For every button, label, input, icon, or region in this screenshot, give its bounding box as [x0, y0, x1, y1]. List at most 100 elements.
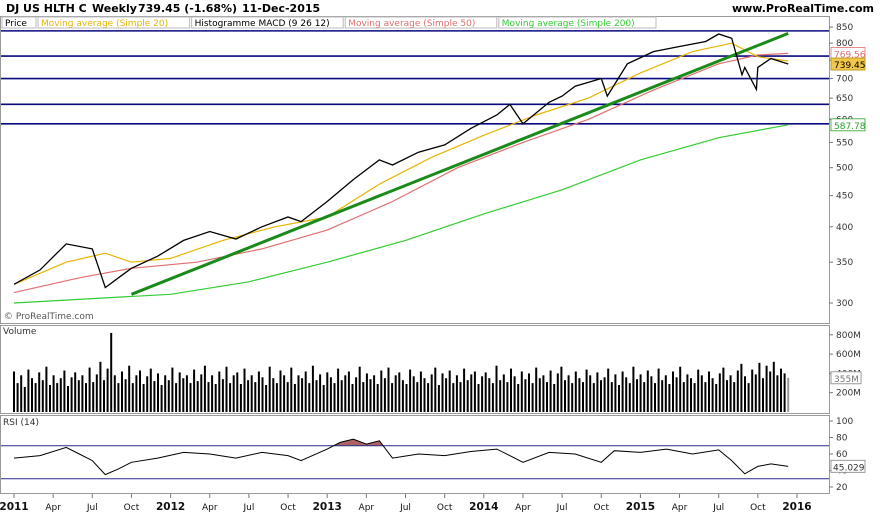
volume-bar: [646, 370, 649, 412]
x-tick-label-1: Apr: [45, 503, 61, 513]
volume-bar: [178, 372, 181, 412]
volume-bar: [589, 375, 592, 412]
volume-bar: [733, 382, 736, 412]
volume-bar: [124, 379, 127, 412]
rsi-last-box: [830, 459, 866, 473]
volume-bar: [510, 368, 512, 412]
volume-bar: [751, 369, 754, 412]
volume-bar: [772, 361, 775, 412]
volume-bar: [34, 383, 37, 412]
volume-bar: [419, 371, 422, 412]
volume-bar: [481, 376, 484, 412]
x-tick-label-16: 2015: [626, 501, 655, 513]
volume-bar: [574, 371, 577, 412]
volume-bar: [214, 384, 217, 412]
price-tick-label-500: 500: [836, 164, 853, 174]
volume-bar: [347, 371, 350, 412]
volume-bar: [203, 365, 206, 412]
volume-bar: [664, 375, 667, 412]
volume-bar: [196, 381, 199, 412]
volume-bar: [639, 374, 642, 412]
x-tick-label-12: 2014: [469, 501, 498, 513]
x-tick-label-8: 2013: [313, 501, 342, 513]
volume-bar: [499, 380, 502, 412]
volume-bar: [585, 369, 588, 412]
volume-bar: [502, 374, 505, 412]
volume-bar: [232, 375, 235, 412]
volume-bar: [765, 365, 768, 412]
volume-bar: [783, 373, 786, 412]
volume-bar: [243, 368, 246, 412]
volume-bar: [711, 378, 714, 412]
volume-bar: [654, 383, 656, 412]
ma50-line: [13, 52, 789, 294]
x-tick-label-14: Jul: [556, 503, 568, 513]
volume-tick-label-0: 800M: [836, 331, 861, 341]
volume-bar: [643, 382, 646, 412]
x-tick-label-18: Jul: [712, 503, 724, 513]
legend-item-3: Moving average (Simple 50): [348, 19, 475, 29]
volume-bar: [380, 370, 383, 412]
x-tick-label-4: 2012: [156, 501, 185, 513]
price-panel: [0, 16, 830, 324]
price-tick-label-800: 800: [836, 39, 853, 49]
price-tick-label-700: 700: [836, 75, 853, 85]
volume-bar: [247, 380, 250, 412]
volume-bar: [99, 361, 102, 412]
price-tick-label-850: 850: [836, 23, 853, 33]
volume-bar: [23, 386, 26, 412]
price-tick-label-400: 400: [836, 223, 853, 233]
volume-bar: [304, 371, 307, 412]
volume-last-label: 355M: [834, 375, 859, 385]
volume-bar: [762, 378, 764, 412]
volume-bar: [110, 332, 113, 412]
rsi-tick-label-80: 80: [836, 434, 848, 444]
volume-bar: [322, 385, 325, 412]
volume-bar: [520, 371, 523, 412]
volume-bar: [780, 368, 782, 412]
volume-bar: [301, 378, 304, 412]
volume-bar: [571, 383, 574, 412]
legend-box-0: [1, 16, 37, 29]
volume-bar: [319, 374, 322, 412]
volume-bar: [618, 385, 620, 412]
volume-bar: [610, 382, 613, 412]
volume-bar: [239, 384, 242, 412]
volume-bar: [283, 375, 286, 412]
volume-bar: [117, 383, 120, 412]
volume-bar: [315, 380, 318, 412]
volume-bar: [754, 374, 757, 412]
volume-bar: [715, 384, 718, 412]
volume-bar: [329, 377, 332, 412]
price-tick-label-300: 300: [836, 299, 853, 309]
volume-bar: [470, 374, 473, 412]
volume-bar: [45, 366, 48, 412]
value-label-ma200: 587.78: [834, 122, 866, 132]
volume-bar: [437, 385, 440, 412]
volume-bar: [103, 380, 105, 412]
rsi-panel-label: RSI (14): [3, 418, 39, 428]
volume-bar: [74, 372, 77, 412]
volume-bar: [59, 378, 62, 412]
volume-bar: [261, 377, 264, 412]
horizontal-levels: [1, 30, 829, 125]
volume-bar: [326, 372, 329, 412]
volume-bar: [365, 373, 368, 412]
volume-tick-label-3: 200M: [836, 389, 861, 399]
volume-bar: [229, 383, 232, 412]
volume-bar: [27, 369, 30, 412]
volume-bar: [95, 374, 98, 412]
value-label-price: 739.45: [834, 61, 866, 71]
volume-bar: [113, 375, 116, 412]
volume-bar: [131, 383, 134, 412]
volume-bar: [740, 363, 743, 412]
volume-bar: [171, 367, 174, 412]
volume-bars: [13, 332, 790, 412]
x-tick-label-9: Apr: [359, 503, 375, 513]
volume-bar: [495, 365, 498, 412]
volume-bar: [542, 375, 545, 412]
volume-bar: [441, 373, 444, 412]
volume-bar: [484, 372, 487, 412]
x-tick-label-2: Jul: [86, 503, 98, 513]
